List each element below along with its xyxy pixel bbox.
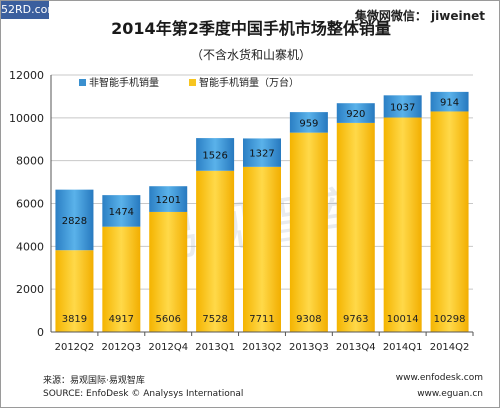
y-tick-label: 4000 [16,240,44,253]
legend-label-nonsmart: 非智能手机销量 [89,76,159,89]
x-tick-label: 2013Q2 [242,342,282,353]
bar-smart [336,122,375,332]
x-tick-label: 2013Q1 [195,342,235,353]
legend-swatch-smart [189,79,196,86]
x-tick-label: 2014Q2 [430,342,470,353]
bar-nonsmart [149,186,188,212]
chart-title: 2014年第2季度中国手机市场整体销量 [111,19,391,38]
bar-nonsmart [430,91,469,112]
bar-label-nonsmart: 1327 [249,149,274,160]
bar-nonsmart [196,138,235,171]
bar-label-smart: 7711 [249,314,274,325]
bar-label-smart: 5606 [155,314,180,325]
bar-label-smart: 10014 [387,314,419,325]
y-tick-label: 8000 [16,155,44,168]
bar-nonsmart [243,138,281,167]
bar-nonsmart [336,103,375,123]
x-tick-label: 2012Q2 [55,342,95,353]
x-tick-label: 2013Q4 [336,342,376,353]
y-tick-label: 10000 [9,112,44,125]
bar-label-nonsmart: 920 [346,109,365,120]
x-tick-label: 2012Q4 [148,342,188,353]
wechat-label: 集微网微信： jiweinet [354,9,485,23]
source-en: SOURCE: EnfoDesk © Analysys Internationa… [43,389,244,399]
y-tick-label: 12000 [9,69,44,82]
bar-smart [383,117,422,332]
bar-label-nonsmart: 959 [299,118,318,129]
bar-smart [55,250,94,332]
x-tick-label: 2012Q3 [101,342,141,353]
x-tick-label: 2014Q1 [383,342,423,353]
bar-smart [289,132,328,332]
site-badge: 52RD.com [1,1,58,19]
bar-label-nonsmart: 1526 [202,150,227,161]
bar-smart [196,170,235,332]
bar-label-smart: 7528 [202,314,227,325]
bar-nonsmart [55,189,94,251]
bar-nonsmart [102,195,141,227]
bar-label-nonsmart: 1474 [109,207,134,218]
source-cn: 来源：易观国际·易观智库 [43,376,145,386]
axis-layer: 0 2000 4000 6000 8000 10000 12000 2012Q2 2012Q3 2… [9,69,474,353]
bar-smart [243,166,281,332]
bar-label-nonsmart: 1201 [155,195,180,206]
bar-label-smart: 9763 [343,314,368,325]
bar-smart [102,226,141,332]
bar-label-smart: 9308 [296,314,321,325]
chart-subtitle: （不含水货和山寨机） [190,48,311,62]
bar-nonsmart [289,112,328,133]
bar-label-smart: 3819 [62,314,87,325]
x-tick-label: 2013Q3 [289,342,329,353]
y-tick-label: 0 [37,326,44,339]
bar-label-nonsmart: 1037 [390,102,415,113]
bars-layer: 3819 2828 4917 1474 5606 1201 7528 1526 7711 1327… [55,91,469,332]
url-enfodesk: www.enfodesk.com [395,373,483,383]
legend-swatch-nonsmart [79,79,86,86]
bar-label-nonsmart: 2828 [62,216,87,227]
url-eguan: www.eguan.cn [417,389,483,399]
legend-layer: 非智能手机销量 智能手机销量（万台） [79,76,299,89]
bar-label-smart: 4917 [109,314,134,325]
bar-label-smart: 10298 [434,314,466,325]
bar-nonsmart [383,95,422,118]
bar-smart [430,111,469,332]
bar-label-nonsmart: 914 [440,98,459,109]
y-tick-label: 2000 [16,283,44,296]
bar-smart [149,211,188,332]
y-tick-label: 6000 [16,198,44,211]
legend-label-smart: 智能手机销量（万台） [199,76,299,89]
